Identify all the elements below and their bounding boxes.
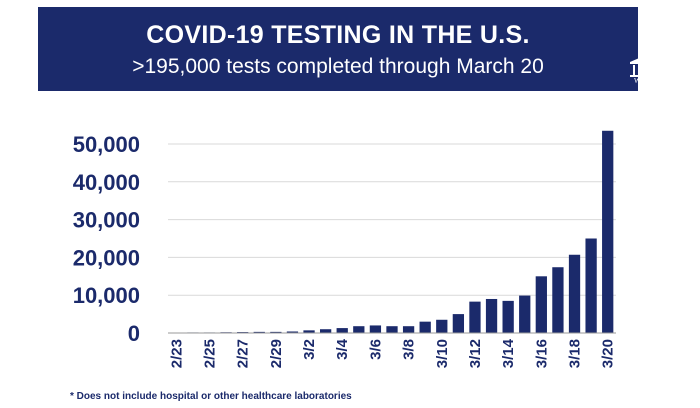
bar-3-14 xyxy=(502,300,514,333)
bar-3-18 xyxy=(568,254,581,333)
bar-chart: 0 10,000 20,000 30,000 40,000 50,000 2/23 2/25… xyxy=(73,130,617,368)
bar-3-16 xyxy=(535,276,547,333)
x-tick-label: 3/2 xyxy=(301,339,318,360)
y-tick-label: 20,000 xyxy=(73,245,140,270)
bar-3-1 xyxy=(286,331,299,333)
bar-3-6 xyxy=(369,325,382,333)
bar-3-20 xyxy=(602,130,614,333)
x-tick-label: 3/8 xyxy=(401,339,418,360)
footnote: * Does not include hospital or other hea… xyxy=(70,391,352,402)
grid-lines xyxy=(168,143,616,296)
x-tick-label: 3/16 xyxy=(533,339,550,368)
y-tick-label: 40,000 xyxy=(73,170,140,195)
x-tick-label: 2/23 xyxy=(168,339,185,368)
y-tick-label: 0 xyxy=(128,321,140,346)
y-axis: 0 10,000 20,000 30,000 40,000 50,000 xyxy=(73,132,140,346)
x-tick-label: 2/27 xyxy=(235,339,252,368)
bar-3-9 xyxy=(419,321,431,333)
bar-2-28 xyxy=(253,331,265,333)
bar-3-11 xyxy=(452,314,465,333)
x-tick-label: 3/14 xyxy=(500,338,517,368)
x-tick-label: 3/20 xyxy=(600,339,617,368)
bar-3-15 xyxy=(519,295,531,333)
bar-3-17 xyxy=(552,267,564,333)
x-tick-label: 3/18 xyxy=(567,339,584,368)
x-tick-label: 2/25 xyxy=(201,339,218,368)
y-tick-label: 50,000 xyxy=(73,132,140,157)
bar-3-2 xyxy=(303,330,315,333)
logo-text: W xyxy=(634,77,641,84)
bar-2-29 xyxy=(270,331,282,333)
bar-3-19 xyxy=(585,238,597,333)
bar-3-4 xyxy=(336,328,348,333)
bars xyxy=(170,130,614,334)
chart-title: COVID-19 TESTING IN THE U.S. xyxy=(146,21,530,49)
white-house-icon: W xyxy=(626,52,666,85)
x-tick-label: 2/29 xyxy=(268,339,285,368)
bar-3-13 xyxy=(485,298,498,333)
y-tick-label: 10,000 xyxy=(73,283,140,308)
y-tick-label: 30,000 xyxy=(73,208,140,233)
bar-3-12 xyxy=(469,301,481,333)
x-tick-label: 3/12 xyxy=(467,339,484,368)
x-tick-label: 3/10 xyxy=(434,339,451,368)
x-tick-label: 3/4 xyxy=(334,338,351,360)
bar-3-10 xyxy=(436,319,448,333)
bar-3-8 xyxy=(402,326,415,333)
bar-3-3 xyxy=(319,329,332,333)
x-tick-label: 3/6 xyxy=(367,339,384,360)
title-banner: COVID-19 TESTING IN THE U.S. >195,000 te… xyxy=(38,7,638,91)
chart-subtitle: >195,000 tests completed through March 2… xyxy=(132,55,544,78)
bar-3-5 xyxy=(353,326,365,333)
x-axis: 2/23 2/25 2/27 2/29 3/2 3/4 3/6 3/8 3/10 3/12 3/14… xyxy=(168,332,617,368)
bar-3-7 xyxy=(386,326,398,333)
